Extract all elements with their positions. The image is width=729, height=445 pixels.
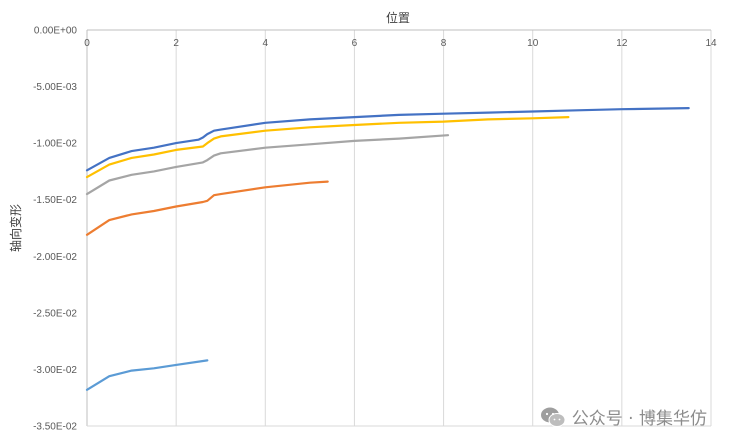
x-tick-label: 0	[84, 38, 90, 49]
x-tick-label: 8	[441, 38, 447, 49]
series-line-4	[85, 180, 329, 236]
y-tick-label: -2.50E-02	[33, 308, 77, 319]
x-tick-label: 4	[263, 38, 269, 49]
y-tick-label: -1.00E-02	[33, 139, 77, 150]
y-tick-label: 0.00E+00	[34, 26, 78, 37]
axes	[86, 29, 711, 427]
x-tick-label: 6	[352, 38, 358, 49]
y-tick-label: -5.00E-03	[33, 82, 77, 93]
wechat-icon	[540, 407, 566, 427]
series-line-5	[85, 359, 209, 391]
x-tick-label: 14	[705, 38, 717, 49]
series-line-1	[85, 106, 690, 172]
x-tick-label: 12	[616, 38, 628, 49]
series-line-3	[85, 134, 450, 196]
y-tick-labels: 0.00E+00 -5.00E-03 -1.00E-02 -1.50E-02 -2.00…	[33, 26, 77, 433]
y-tick-label: -2.00E-02	[33, 252, 77, 263]
x-axis-title: 位置	[386, 10, 410, 25]
watermark-text: 公众号 · 博集华仿	[571, 409, 707, 429]
y-axis-title: 轴向变形	[8, 204, 23, 252]
watermark: 公众号 · 博集华仿	[540, 404, 707, 429]
gridlines	[175, 30, 712, 426]
x-tick-labels: 0 2 4 6 8 10 12 14	[84, 38, 717, 49]
y-tick-label: -3.00E-02	[33, 365, 77, 376]
x-tick-label: 10	[527, 38, 539, 49]
y-tick-label: -1.50E-02	[33, 195, 77, 206]
x-tick-label: 2	[173, 38, 179, 49]
series-line-2	[85, 115, 570, 179]
series-lines	[85, 106, 690, 391]
y-tick-label: -3.50E-02	[33, 422, 77, 433]
